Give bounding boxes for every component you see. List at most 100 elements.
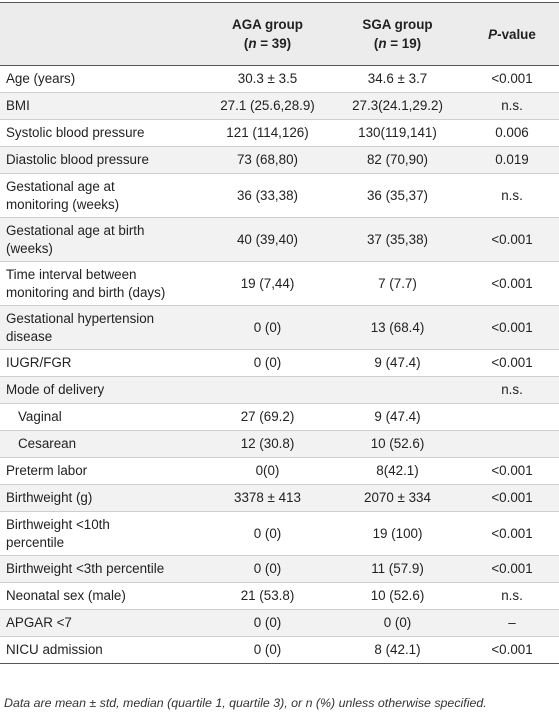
data-table: AGA group (n = 39) SGA group (n = 19) P-… <box>0 2 559 664</box>
sga-value: 36 (35,37) <box>330 173 465 218</box>
sga-value <box>330 376 465 404</box>
p-value: <0.001 <box>465 65 559 93</box>
header-aga-n-value: = 39 <box>256 36 287 51</box>
table-row: NICU admission 0 (0) 8 (42.1) <0.001 <box>0 636 559 664</box>
aga-value: 0(0) <box>205 457 330 485</box>
aga-value: 19 (7,44) <box>205 261 330 306</box>
sga-value: 9 (47.4) <box>330 403 465 431</box>
sga-value: 27.3(24.1,29.2) <box>330 92 465 120</box>
header-p-letter: P <box>488 26 498 42</box>
sga-value: 0 (0) <box>330 609 465 637</box>
row-label-line1: Gestational age at birth <box>6 222 145 238</box>
p-value: <0.001 <box>465 305 559 350</box>
table-row: Systolic blood pressure 121 (114,126) 13… <box>0 119 559 147</box>
sga-value: 82 (70,90) <box>330 146 465 174</box>
row-label: Birthweight <3th percentile <box>0 555 205 583</box>
aga-value: 0 (0) <box>205 555 330 583</box>
header-sga-n-label: n <box>378 36 387 51</box>
row-label: Birthweight (g) <box>0 484 205 512</box>
table-row: Gestational hypertension disease 0 (0) 13… <box>0 305 559 350</box>
p-value: <0.001 <box>465 636 559 664</box>
row-label-line2: monitoring and birth (days) <box>6 284 166 300</box>
p-value: <0.001 <box>465 261 559 306</box>
header-p-rest: -value <box>497 26 536 42</box>
p-value <box>465 403 559 431</box>
aga-value: 27.1 (25.6,28.9) <box>205 92 330 120</box>
aga-value: 73 (68,80) <box>205 146 330 174</box>
aga-value: 0 (0) <box>205 349 330 377</box>
row-label: IUGR/FGR <box>0 349 205 377</box>
aga-value: 121 (114,126) <box>205 119 330 147</box>
sga-value: 11 (57.9) <box>330 555 465 583</box>
sga-value: 13 (68.4) <box>330 305 465 350</box>
row-label: Gestational age at birth (weeks) <box>0 217 205 262</box>
p-value: n.s. <box>465 173 559 218</box>
row-label: Mode of delivery <box>0 376 205 404</box>
table-row: Time interval between monitoring and birt… <box>0 261 559 306</box>
p-value: n.s. <box>465 92 559 120</box>
header-label-cell <box>0 2 205 66</box>
p-value: <0.001 <box>465 555 559 583</box>
table-row: Age (years) 30.3 ± 3.5 34.6 ± 3.7 <0.001 <box>0 65 559 93</box>
row-label: Birthweight <10th percentile <box>0 511 205 556</box>
row-label: Systolic blood pressure <box>0 119 205 147</box>
table-row: Birthweight (g) 3378 ± 413 2070 ± 334 <0… <box>0 484 559 512</box>
sga-value: 130(119,141) <box>330 119 465 147</box>
p-value: n.s. <box>465 582 559 610</box>
row-label-line2: disease <box>6 328 53 344</box>
p-value: 0.006 <box>465 119 559 147</box>
aga-value: 27 (69.2) <box>205 403 330 431</box>
header-p-value: P-value <box>465 2 559 66</box>
row-label: NICU admission <box>0 636 205 664</box>
sga-value: 2070 ± 334 <box>330 484 465 512</box>
table-row: Neonatal sex (male) 21 (53.8) 10 (52.6) … <box>0 582 559 610</box>
aga-value: 0 (0) <box>205 609 330 637</box>
aga-value: 0 (0) <box>205 305 330 350</box>
row-label: Preterm labor <box>0 457 205 485</box>
table-row: Birthweight <3th percentile 0 (0) 11 (57… <box>0 555 559 583</box>
p-value: <0.001 <box>465 457 559 485</box>
table-row: Birthweight <10th percentile 0 (0) 19 (10… <box>0 511 559 556</box>
row-label: Age (years) <box>0 65 205 93</box>
row-label-line1: Gestational age at <box>6 178 115 194</box>
sga-value: 9 (47.4) <box>330 349 465 377</box>
p-value: n.s. <box>465 376 559 404</box>
p-value: <0.001 <box>465 349 559 377</box>
table-row: Mode of delivery n.s. <box>0 376 559 404</box>
table-row: Diastolic blood pressure 73 (68,80) 82 (… <box>0 146 559 174</box>
aga-value: 12 (30.8) <box>205 430 330 458</box>
p-value: <0.001 <box>465 217 559 262</box>
row-label-line1: Birthweight <10th <box>6 516 110 532</box>
row-label-line1: Time interval between <box>6 266 137 282</box>
header-aga-title: AGA group <box>232 17 303 32</box>
row-label: Gestational age at monitoring (weeks) <box>0 173 205 218</box>
row-label: Cesarean <box>0 430 205 458</box>
aga-value: 21 (53.8) <box>205 582 330 610</box>
header-sga-title: SGA group <box>362 17 433 32</box>
row-label-line2: (weeks) <box>6 240 53 256</box>
aga-value <box>205 376 330 404</box>
sga-value: 7 (7.7) <box>330 261 465 306</box>
table-row: BMI 27.1 (25.6,28.9) 27.3(24.1,29.2) n.s… <box>0 92 559 120</box>
row-label: Neonatal sex (male) <box>0 582 205 610</box>
header-aga-group: AGA group (n = 39) <box>205 2 330 66</box>
row-label: Gestational hypertension disease <box>0 305 205 350</box>
aga-value: 40 (39,40) <box>205 217 330 262</box>
table-row: Vaginal 27 (69.2) 9 (47.4) <box>0 403 559 431</box>
table-row: Preterm labor 0(0) 8(42.1) <0.001 <box>0 457 559 485</box>
sga-value: 10 (52.6) <box>330 582 465 610</box>
sga-value: 10 (52.6) <box>330 430 465 458</box>
aga-value: 36 (33,38) <box>205 173 330 218</box>
p-value: <0.001 <box>465 511 559 556</box>
sga-value: 8 (42.1) <box>330 636 465 664</box>
table-row: Cesarean 12 (30.8) 10 (52.6) <box>0 430 559 458</box>
table-row: Gestational age at birth (weeks) 40 (39,4… <box>0 217 559 262</box>
row-label-line2: monitoring (weeks) <box>6 196 120 212</box>
sga-value: 34.6 ± 3.7 <box>330 65 465 93</box>
aga-value: 0 (0) <box>205 511 330 556</box>
header-aga-n-label: n <box>248 36 257 51</box>
aga-value: 0 (0) <box>205 636 330 664</box>
sga-value: 37 (35,38) <box>330 217 465 262</box>
row-label: Time interval between monitoring and birt… <box>0 261 205 306</box>
